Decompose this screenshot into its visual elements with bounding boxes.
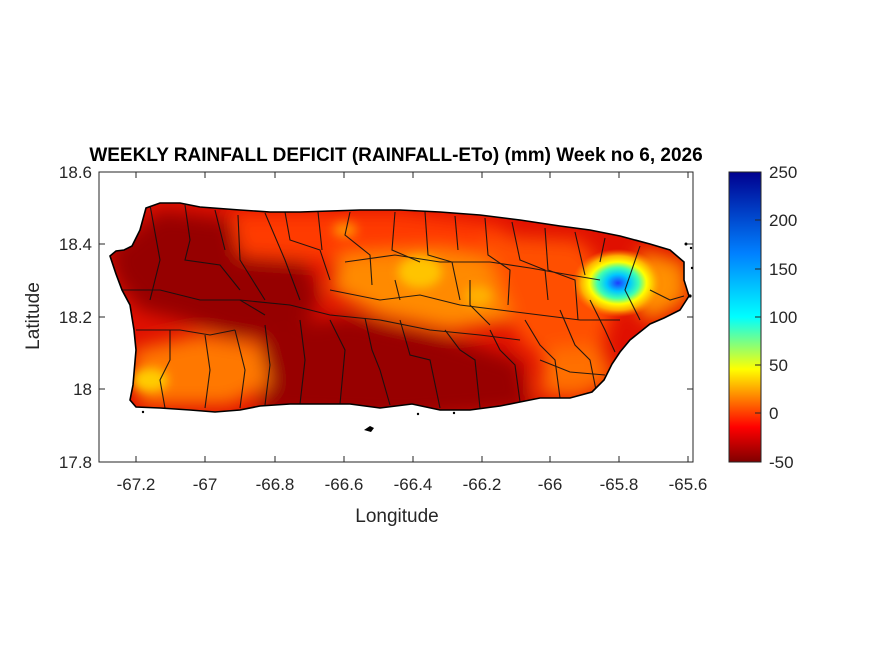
y-tick-label: 17.8 [59,453,92,472]
colorbar-ticks [755,171,761,463]
colorbar-labels: 250 200 150 100 50 0 -50 [769,163,797,472]
chart-title: WEEKLY RAINFALL DEFICIT (RAINFALL-ETo) (… [89,145,702,166]
x-tick-labels: -67.2 -67 -66.8 -66.6 -66.4 -66.2 -66 -6… [117,475,708,494]
colorbar-tick-label: 0 [769,404,778,423]
x-tick-label: -66.8 [256,475,295,494]
peak-el-yunque [572,249,664,317]
colorbar-tick-label: 250 [769,163,797,182]
rainfall-deficit-heatmap [110,203,689,412]
x-tick-label: -66.6 [325,475,364,494]
region-southwest-coast [132,335,270,405]
island-coastline [109,202,690,413]
x-tick-label: -66 [538,475,563,494]
x-tick-label: -66.4 [394,475,433,494]
colorbar-tick-label: 50 [769,356,788,375]
region-south-central [260,315,530,412]
municipal-boundaries [120,204,685,409]
colorbar-tick-label: 100 [769,308,797,327]
x-tick-label: -66.2 [463,475,502,494]
offshore-islets [141,242,694,432]
y-axis-title: Latitude [23,282,44,350]
y-tick-label: 18.6 [59,163,92,182]
x-axis [135,172,689,462]
y-tick-label: 18.4 [59,235,92,254]
x-tick-label: -65.8 [600,475,639,494]
colorbar-tick-label: 150 [769,260,797,279]
y-axis [99,171,693,463]
x-tick-label: -67 [193,475,218,494]
x-axis-title: Longitude [355,506,438,527]
x-tick-label: -67.2 [117,475,156,494]
colorbar-tick-label: 200 [769,211,797,230]
y-tick-labels: 18.6 18.4 18.2 18 17.8 [59,163,92,472]
x-tick-label: -65.6 [669,475,708,494]
y-tick-label: 18.2 [59,308,92,327]
colorbar-tick-label: -50 [769,453,794,472]
y-tick-label: 18 [73,380,92,399]
